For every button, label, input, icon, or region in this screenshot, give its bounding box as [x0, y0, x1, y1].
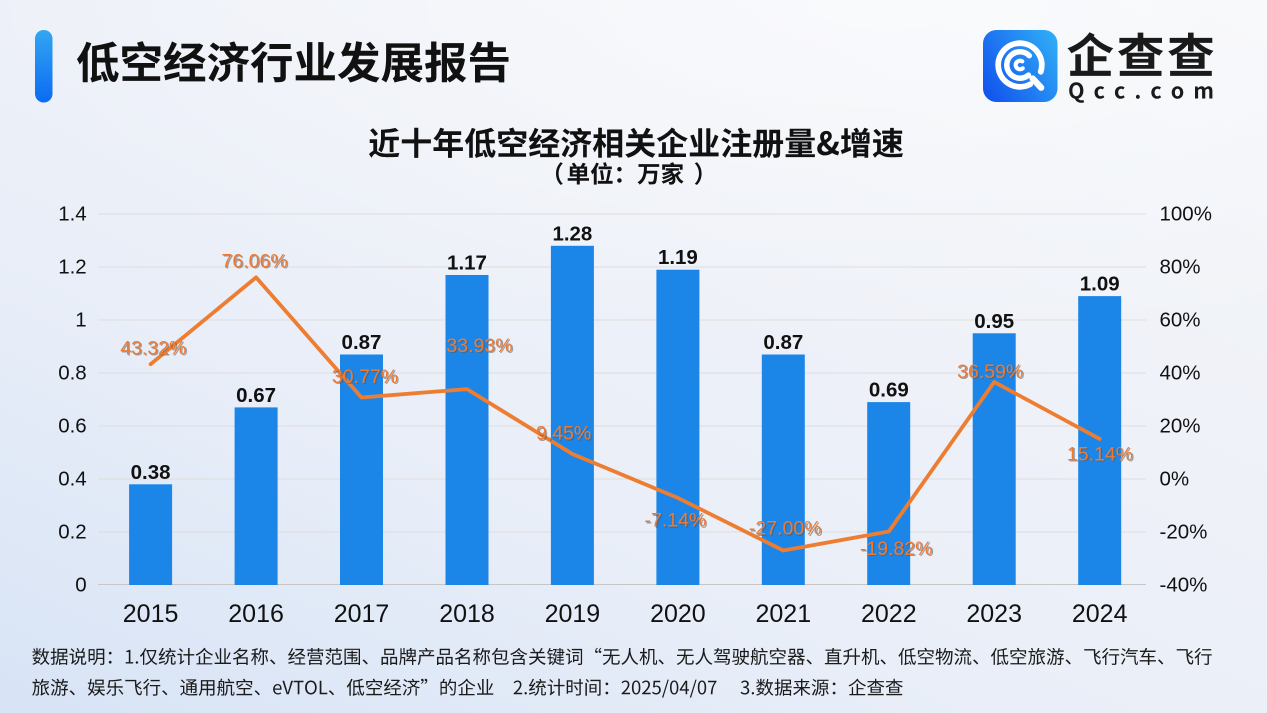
svg-text:36.59%: 36.59% [957, 361, 1023, 383]
svg-text:43.32%: 43.32% [122, 339, 188, 361]
svg-text:-19.82%: -19.82% [861, 539, 934, 561]
svg-text:1.28: 1.28 [552, 222, 592, 245]
svg-text:100%: 100% [1160, 203, 1212, 226]
svg-text:33.93%: 33.93% [446, 335, 512, 357]
svg-text:36.59%: 36.59% [958, 362, 1024, 384]
svg-text:0.95: 0.95 [974, 310, 1014, 333]
svg-text:0.87: 0.87 [342, 331, 382, 354]
svg-text:-27.00%: -27.00% [750, 519, 823, 541]
svg-text:15.14%: 15.14% [1067, 443, 1133, 465]
svg-text:2019: 2019 [545, 600, 601, 628]
svg-text:-19.82%: -19.82% [860, 538, 933, 560]
svg-text:2021: 2021 [755, 600, 811, 628]
svg-text:0.6: 0.6 [58, 415, 87, 438]
svg-text:0.38: 0.38 [131, 461, 171, 484]
svg-text:1.4: 1.4 [58, 203, 87, 226]
svg-text:2020: 2020 [650, 600, 706, 628]
svg-text:30.77%: 30.77% [333, 367, 399, 389]
svg-text:20%: 20% [1160, 415, 1201, 438]
svg-text:1.09: 1.09 [1080, 273, 1120, 296]
svg-text:-27.00%: -27.00% [749, 518, 822, 540]
svg-text:0%: 0% [1160, 468, 1190, 491]
svg-text:1: 1 [75, 309, 86, 332]
svg-text:0.87: 0.87 [763, 331, 803, 354]
svg-text:2015: 2015 [123, 600, 179, 628]
svg-text:0.8: 0.8 [58, 362, 87, 385]
svg-text:80%: 80% [1160, 256, 1201, 279]
svg-text:1.2: 1.2 [58, 256, 87, 279]
svg-text:0: 0 [75, 574, 86, 597]
svg-text:9.45%: 9.45% [537, 424, 592, 446]
svg-text:15.14%: 15.14% [1068, 445, 1134, 467]
svg-text:0.4: 0.4 [58, 468, 87, 491]
svg-text:2016: 2016 [228, 600, 284, 628]
svg-text:9.45%: 9.45% [536, 423, 591, 445]
svg-text:2017: 2017 [334, 600, 390, 628]
svg-text:2022: 2022 [861, 600, 917, 628]
svg-text:40%: 40% [1160, 362, 1201, 385]
svg-text:30.77%: 30.77% [332, 366, 398, 388]
svg-text:0.69: 0.69 [869, 379, 909, 402]
svg-text:76.06%: 76.06% [223, 252, 289, 274]
svg-text:2024: 2024 [1072, 600, 1128, 628]
svg-text:0.67: 0.67 [236, 384, 276, 407]
svg-text:43.32%: 43.32% [120, 337, 186, 359]
svg-text:1.17: 1.17 [447, 252, 487, 275]
svg-text:-7.14%: -7.14% [645, 510, 707, 532]
svg-text:-20%: -20% [1160, 521, 1208, 544]
svg-text:1.19: 1.19 [658, 246, 698, 269]
svg-text:76.06%: 76.06% [222, 250, 288, 272]
svg-text:60%: 60% [1160, 309, 1201, 332]
svg-text:0.2: 0.2 [58, 521, 87, 544]
svg-text:-7.14%: -7.14% [646, 511, 708, 533]
svg-text:2023: 2023 [966, 600, 1022, 628]
svg-text:33.93%: 33.93% [448, 336, 514, 358]
svg-text:-40%: -40% [1160, 574, 1208, 597]
svg-text:2018: 2018 [439, 600, 495, 628]
